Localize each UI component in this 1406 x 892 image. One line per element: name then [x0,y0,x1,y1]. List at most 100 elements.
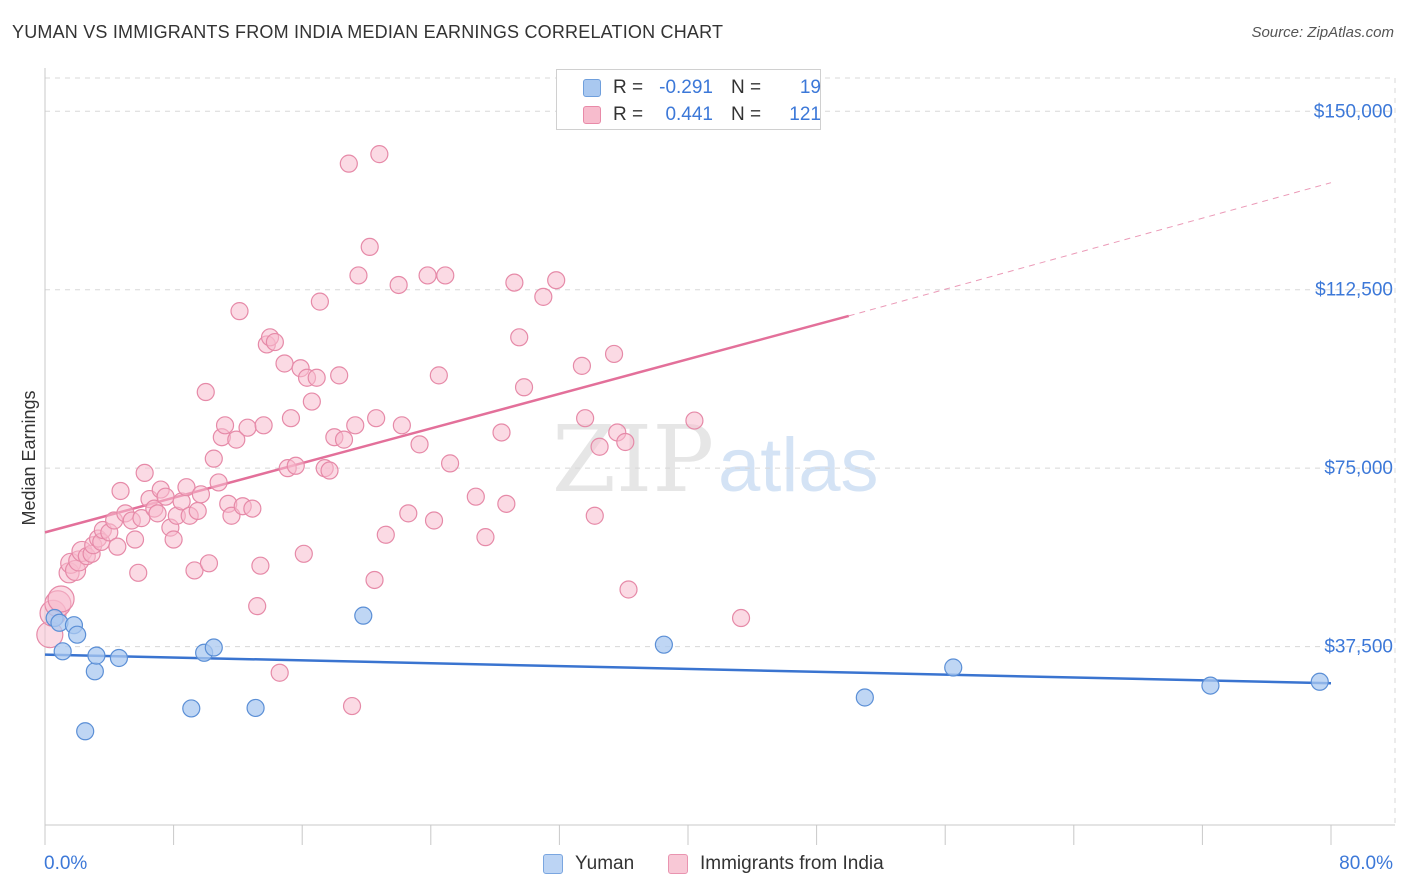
x-tick-label: 80.0% [1339,853,1393,874]
india-point [330,366,349,385]
india-point [320,461,339,480]
legend-r-key: R = [613,104,644,125]
india-point [349,266,368,285]
india-point [376,525,395,544]
legend-n-key: N = [731,77,762,98]
series-swatch-india [668,854,688,874]
india-point [497,494,516,513]
yuman-point [182,699,201,718]
india-point [185,561,204,580]
india-point [199,554,219,573]
yuman-point [354,606,373,625]
india-point [125,530,145,549]
yuman-point [1201,676,1220,695]
india-point [275,354,294,373]
india-point [619,580,638,599]
correlation-legend: R = -0.291 N = 19 R = 0.441 N = 121 [556,69,821,130]
india-point [148,504,167,523]
series-label-india: Immigrants from India [700,853,884,874]
yuman-point [944,658,963,677]
series-label-yuman: Yuman [575,853,635,874]
x-tick-label: 0.0% [44,853,87,874]
india-point [342,696,362,716]
india-point [135,463,154,483]
y-tick-label: $75,000 [1324,458,1393,479]
india-point [590,437,609,456]
india-point [334,430,354,449]
yuman-point [246,698,265,718]
india-point [111,481,130,501]
yuman-point [87,646,106,665]
india-point [270,663,289,682]
india-point [392,416,411,435]
watermark-atlas: atlas [718,423,879,508]
source-label: Source: ZipAtlas.com [1251,24,1394,41]
india-point [572,356,592,375]
legend-swatch-india [583,106,601,124]
india-point [254,416,273,435]
india-point [436,266,455,285]
india-point [191,485,211,504]
india-point [547,271,566,290]
india-point [410,435,429,454]
india-point [248,597,267,616]
yuman-points [45,606,1329,741]
india-point [399,504,418,523]
india-point [346,416,365,435]
india-point [616,432,635,452]
legend-r-value: 0.441 [665,104,713,125]
india-point [492,423,511,442]
yuman-point [85,662,104,681]
y-axis-label: Median Earnings [19,390,39,525]
india-point [360,237,379,257]
india-point [476,528,495,547]
india-point [281,409,301,428]
india-point [108,537,127,556]
y-tick-label: $150,000 [1314,101,1393,122]
legend-n-value: 121 [789,104,821,125]
india-trend-extension [848,182,1332,317]
india-point [243,499,262,518]
india-point [227,430,246,449]
yuman-point [76,722,95,741]
india-point [339,154,358,173]
india-points [36,145,751,716]
india-point [156,487,175,506]
india-point [265,332,284,352]
india-point [510,328,529,347]
india-point [47,585,75,613]
india-point [188,501,207,521]
watermark: ZIP atlas [552,406,879,513]
india-point [286,456,305,475]
india-point [367,409,386,428]
india-point [204,449,223,468]
india-point [429,366,448,385]
india-point [209,473,228,492]
india-point [604,344,624,364]
india-point [576,409,595,428]
india-point [440,454,460,473]
yuman-trend-line [44,653,1332,685]
india-point [215,416,235,435]
yuman-point [68,625,87,644]
india-point [294,544,313,563]
legend-n-key: N = [731,104,762,125]
india-point [251,556,270,575]
legend-r-value: -0.291 [659,77,713,98]
legend-n-value: 19 [799,77,821,98]
india-point [466,487,485,506]
series-swatch-yuman [543,854,563,874]
yuman-point [855,688,874,707]
india-point [310,292,329,311]
india-point [389,275,408,295]
india-point [302,392,321,411]
yuman-point [654,635,673,654]
india-point [230,302,249,321]
india-point [685,411,704,430]
axes [44,68,1395,845]
tick-labels: $37,500 $75,000 $112,500 $150,000 0.0% 80.0% [44,101,1393,874]
yuman-point [109,648,129,668]
legend-r-key: R = [613,77,644,98]
india-point [534,287,553,306]
